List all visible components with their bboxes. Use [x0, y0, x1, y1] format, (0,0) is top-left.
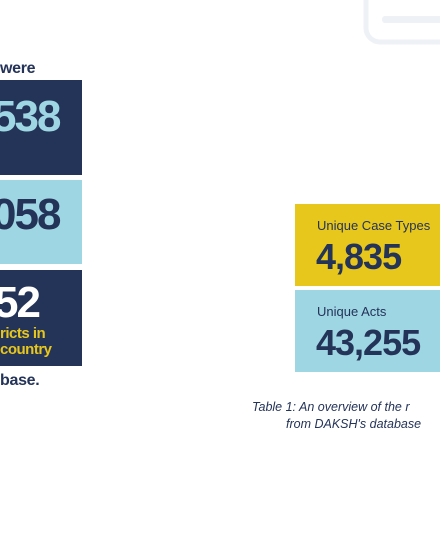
- stat-card-acts: Unique Acts 43,255: [295, 290, 440, 372]
- stat-3-caption-line2: country: [0, 341, 52, 358]
- decorative-outline-graphic: [360, 0, 440, 50]
- caption-line-1: Table 1: An overview of the r: [252, 400, 410, 414]
- card-value: 43,255: [316, 322, 421, 363]
- card-value: 4,835: [316, 236, 402, 277]
- stat-3-value: 52: [0, 278, 41, 327]
- caption-line-2: from DAKSH's database: [286, 417, 422, 431]
- left-top-text: were: [0, 60, 36, 77]
- stat-box-3: 52 ricts in country: [0, 270, 82, 366]
- card-label: Unique Case Types: [317, 218, 431, 233]
- stat-card-case-types: Unique Case Types 4,835: [295, 204, 440, 286]
- card-label: Unique Acts: [317, 304, 387, 319]
- stat-2-value: 058: [0, 190, 61, 239]
- stat-box-2: 058: [0, 180, 82, 264]
- left-bottom-text: base.: [0, 372, 40, 389]
- stat-1-value: 538: [0, 92, 61, 141]
- table-caption: Table 1: An overview of the r from DAKSH…: [252, 399, 421, 433]
- stat-box-1: 538: [0, 80, 82, 175]
- stat-3-caption-line1: ricts in: [0, 325, 46, 342]
